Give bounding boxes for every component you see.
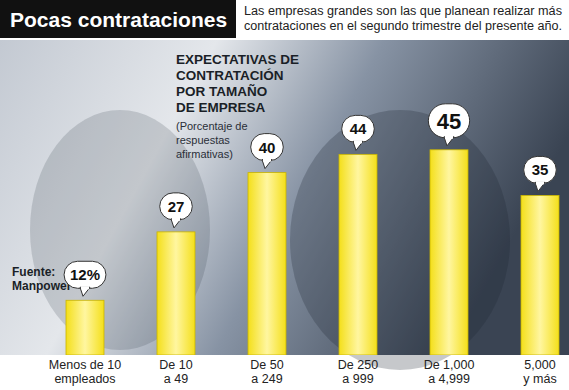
category-label: 5,000y más [523, 358, 556, 386]
label-bubble: 44 [342, 115, 375, 150]
bottom-band [0, 355, 569, 390]
note-line: respuestas [176, 134, 230, 146]
data-label: 40 [259, 139, 276, 156]
bar [248, 173, 286, 355]
bubble-tail-cover [354, 140, 362, 143]
annotation: EXPECTATIVAS DECONTRATACIÓNPOR TAMAÑODE … [176, 52, 299, 115]
category-label: De 50a 249 [250, 358, 283, 386]
label-bubble: 27 [160, 193, 193, 228]
bar [66, 300, 104, 355]
bubble-tail [80, 287, 90, 296]
bubble-body [160, 193, 193, 220]
bubble-body [428, 104, 469, 138]
bar [157, 232, 195, 355]
source: Fuente:Manpower [12, 265, 72, 293]
category-label-line: a 49 [164, 372, 188, 386]
category-label-line: De 10 [159, 358, 192, 372]
bubble-body [342, 115, 375, 142]
label-bubble: 12% [64, 261, 106, 296]
label-bubble: 40 [251, 134, 284, 169]
bar [521, 195, 559, 355]
bar [430, 150, 468, 355]
bubble-body [524, 156, 557, 183]
category-label-line: De 1,000 [424, 358, 475, 372]
label-bubble: 35 [524, 156, 557, 191]
header-bg [0, 0, 569, 40]
chart-root: Pocas contrataciones Las empresas grandes… [0, 0, 569, 390]
category-label-line: a 4,999 [428, 372, 470, 386]
category-label-line: a 249 [251, 372, 282, 386]
annotation-line: CONTRATACIÓN [176, 68, 284, 83]
bubble-tail [444, 137, 454, 146]
bar [339, 154, 377, 355]
bubble-tail [262, 160, 272, 169]
bubble-tail [171, 219, 181, 228]
bubble-tail-cover [263, 159, 271, 162]
category-label-line: y más [523, 372, 556, 386]
subtitle: Las empresas grandes son las que planean… [244, 4, 562, 33]
annotation-line: DE EMPRESA [176, 100, 266, 115]
category-label-line: De 50 [250, 358, 283, 372]
source-line: Fuente: [12, 265, 55, 279]
data-label: 27 [168, 198, 185, 215]
category-label-line: empleados [54, 372, 115, 386]
data-label: 12% [70, 266, 100, 283]
title-box [0, 0, 236, 38]
bubble-tail [353, 141, 363, 150]
category-label-line: Menos de 10 [49, 358, 121, 372]
category-label: Menos de 10empleados [49, 358, 121, 386]
decor [290, 110, 510, 370]
category-label: De 1,000a 4,999 [424, 358, 475, 386]
note: (Porcentaje de respuestas afirmativas) [176, 120, 248, 160]
category-label-line: 5,000 [524, 358, 555, 372]
bubble-tail-cover [536, 181, 544, 184]
data-label: 44 [350, 120, 367, 137]
data-label: 35 [532, 161, 549, 178]
category-label: De 10a 49 [159, 358, 192, 386]
label-bubble: 45 [428, 104, 469, 146]
chart-svg: Pocas contrataciones Las empresas grandes… [0, 0, 569, 390]
annotation-line: POR TAMAÑO [176, 84, 267, 99]
bubble-tail-cover [172, 218, 180, 221]
category-label-line: a 999 [342, 372, 373, 386]
note-line: (Porcentaje de [176, 120, 248, 132]
bubble-tail [535, 182, 545, 191]
category-label-line: De 250 [338, 358, 378, 372]
note-line: afirmativas) [176, 148, 233, 160]
title: Pocas contrataciones [10, 8, 227, 31]
bars [66, 150, 559, 355]
bubble-tail-cover [81, 286, 89, 289]
labels: 12% 27 40 44 45 35 [64, 104, 556, 296]
subtitle-line: Las empresas grandes son las que planean… [244, 4, 562, 18]
bubble-tail-cover [445, 136, 453, 139]
bubble-body [64, 261, 106, 288]
annotation-line: EXPECTATIVAS DE [176, 52, 299, 67]
subtitle-line: contrataciones en el segundo trimestre d… [244, 19, 562, 33]
data-label: 45 [437, 109, 461, 134]
source-line: Manpower [12, 279, 72, 293]
bubble-body [251, 134, 284, 161]
category-label: De 250a 999 [338, 358, 378, 386]
